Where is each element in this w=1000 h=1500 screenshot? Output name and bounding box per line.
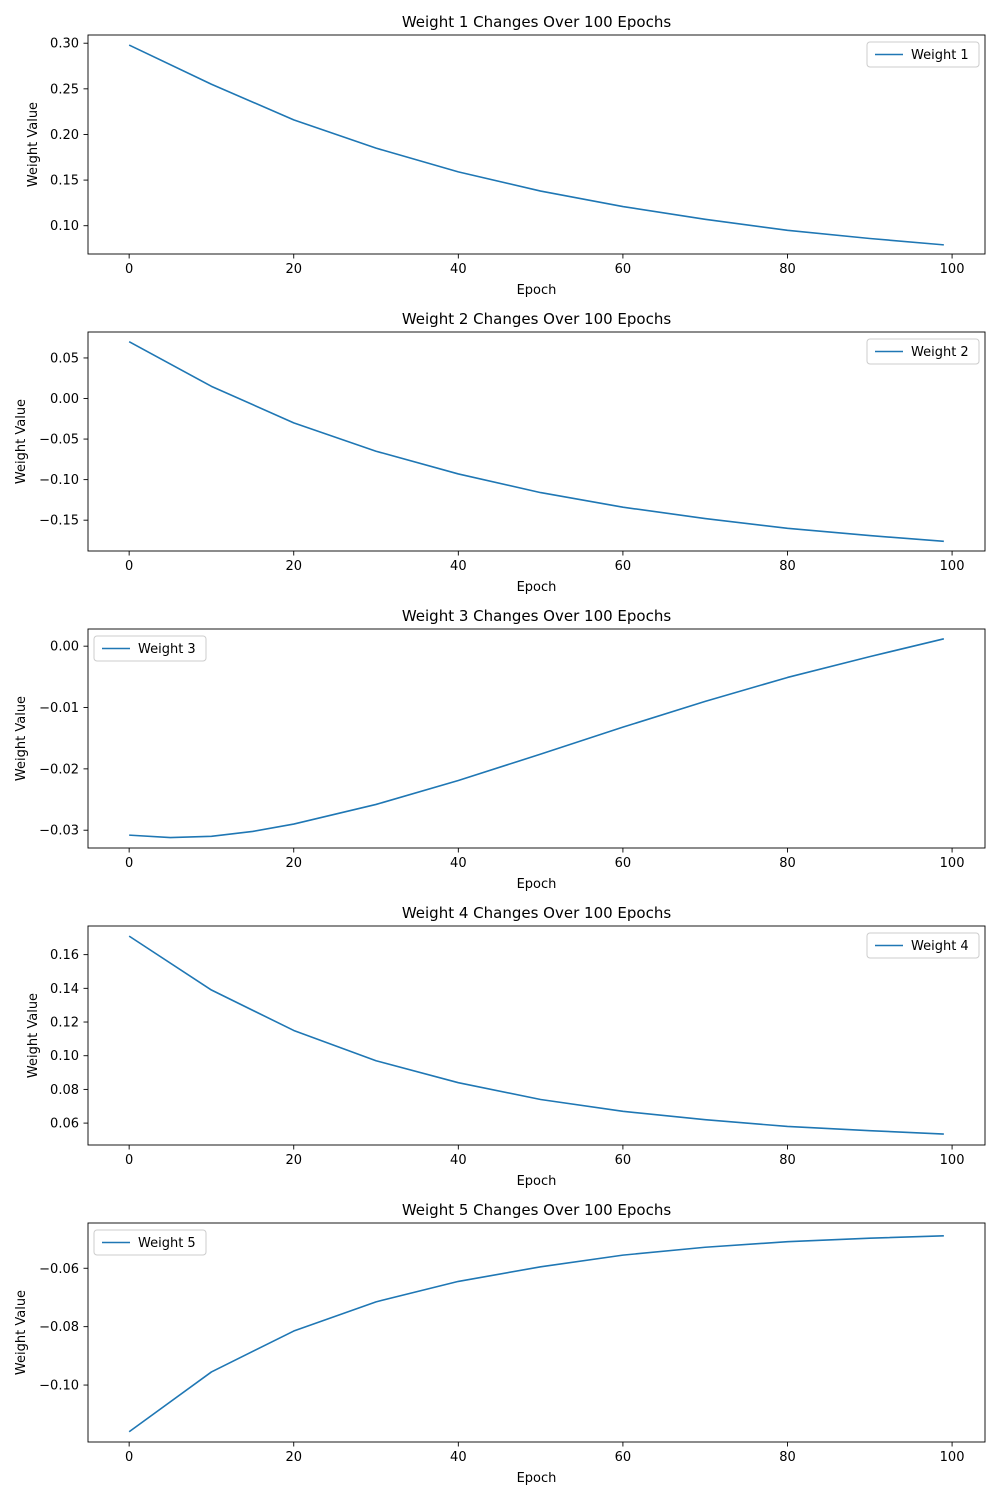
y-tick-label: 0.00 xyxy=(50,392,79,407)
subplot-2: Weight 2 Changes Over 100 Epochs 0 20 40 60 8… xyxy=(14,310,986,595)
y-axis-label: Weight Value xyxy=(26,102,41,187)
x-tick-label: 60 xyxy=(615,1450,632,1465)
x-tick-label: 0 xyxy=(125,559,133,574)
plot-frame xyxy=(87,331,986,552)
y-tick-label: −0.15 xyxy=(39,514,79,529)
x-tick-label: 100 xyxy=(940,1153,965,1168)
series-line-1 xyxy=(128,341,944,543)
legend-box xyxy=(93,1229,207,1256)
legend-label: Weight 5 xyxy=(138,1236,196,1251)
y-tick-label: 0.00 xyxy=(50,640,79,655)
legend: Weight 4 xyxy=(866,932,980,959)
y-axis-label: Weight Value xyxy=(14,399,29,484)
x-tick-label: 40 xyxy=(450,856,467,871)
x-tick-label: 60 xyxy=(615,1153,632,1168)
x-tick-label: 60 xyxy=(615,856,632,871)
y-tick-label: 0.25 xyxy=(50,82,79,97)
y-tick-label: −0.10 xyxy=(39,473,79,488)
x-tick-label: 20 xyxy=(285,1153,302,1168)
y-tick-label: −0.02 xyxy=(39,762,79,777)
series-line-1 xyxy=(128,1235,944,1433)
subplot-1: Weight 1 Changes Over 100 Epochs 0 20 40 60 8… xyxy=(26,13,986,298)
series-line-1 xyxy=(128,44,944,246)
x-tick-label: 100 xyxy=(940,1450,965,1465)
x-tick-label: 100 xyxy=(940,262,965,277)
y-axis-label: Weight Value xyxy=(14,1290,29,1375)
y-tick-label: 0.12 xyxy=(50,1016,79,1031)
y-tick-label: −0.10 xyxy=(39,1379,79,1394)
x-tick-label: 60 xyxy=(615,262,632,277)
x-tick-label: 80 xyxy=(779,1153,796,1168)
x-tick-label: 20 xyxy=(285,1450,302,1465)
y-tick-label: 0.10 xyxy=(50,1049,79,1064)
chart-title: Weight 4 Changes Over 100 Epochs xyxy=(402,904,672,922)
y-tick-label: 0.15 xyxy=(50,174,79,189)
x-tick-label: 0 xyxy=(125,1153,133,1168)
legend: Weight 2 xyxy=(866,338,980,365)
y-tick-label: 0.08 xyxy=(50,1083,79,1098)
legend: Weight 3 xyxy=(93,635,207,662)
subplot-4: Weight 4 Changes Over 100 Epochs 0 20 40 60 8… xyxy=(26,904,986,1189)
y-tick-label: 0.14 xyxy=(50,982,79,997)
legend-label: Weight 2 xyxy=(911,345,969,360)
series-line-1 xyxy=(128,935,944,1135)
x-tick-label: 40 xyxy=(450,559,467,574)
y-tick-label: −0.03 xyxy=(39,824,79,839)
y-tick-label: 0.06 xyxy=(50,1117,79,1132)
x-axis-label: Epoch xyxy=(517,1174,557,1189)
chart-title: Weight 1 Changes Over 100 Epochs xyxy=(402,13,672,31)
y-axis-label: Weight Value xyxy=(14,696,29,781)
y-tick-label: −0.01 xyxy=(39,701,79,716)
x-tick-label: 100 xyxy=(940,856,965,871)
legend: Weight 5 xyxy=(93,1229,207,1256)
subplot-3: Weight 3 Changes Over 100 Epochs 0 20 40 60 8… xyxy=(14,607,986,892)
x-tick-label: 20 xyxy=(285,559,302,574)
x-axis-label: Epoch xyxy=(517,1471,557,1486)
y-axis-label: Weight Value xyxy=(26,993,41,1078)
legend: Weight 1 xyxy=(866,41,980,68)
x-tick-label: 40 xyxy=(450,262,467,277)
x-tick-label: 20 xyxy=(285,262,302,277)
x-tick-label: 20 xyxy=(285,856,302,871)
x-tick-label: 80 xyxy=(779,559,796,574)
plot-frame xyxy=(87,628,986,849)
x-tick-label: 80 xyxy=(779,262,796,277)
x-tick-label: 0 xyxy=(125,856,133,871)
x-tick-label: 80 xyxy=(779,1450,796,1465)
y-tick-label: −0.08 xyxy=(39,1320,79,1335)
legend-box xyxy=(866,338,980,365)
y-tick-label: −0.05 xyxy=(39,433,79,448)
x-tick-label: 60 xyxy=(615,559,632,574)
x-tick-label: 0 xyxy=(125,1450,133,1465)
series-line-1 xyxy=(129,638,945,839)
plot-frame xyxy=(87,1222,986,1443)
y-tick-label: 0.30 xyxy=(50,37,79,52)
y-tick-label: 0.16 xyxy=(50,948,79,963)
legend-label: Weight 3 xyxy=(138,642,196,657)
legend-box xyxy=(93,635,207,662)
x-axis-label: Epoch xyxy=(517,283,557,298)
legend-label: Weight 1 xyxy=(911,48,969,63)
chart-title: Weight 3 Changes Over 100 Epochs xyxy=(402,607,672,625)
x-axis-label: Epoch xyxy=(517,877,557,892)
plot-frame xyxy=(87,925,986,1146)
y-tick-label: 0.10 xyxy=(50,219,79,234)
chart-title: Weight 2 Changes Over 100 Epochs xyxy=(402,310,672,328)
x-axis-label: Epoch xyxy=(517,580,557,595)
chart-title: Weight 5 Changes Over 100 Epochs xyxy=(402,1201,672,1219)
x-tick-label: 80 xyxy=(779,856,796,871)
y-tick-label: 0.20 xyxy=(50,128,79,143)
legend-box xyxy=(866,932,980,959)
x-tick-label: 40 xyxy=(450,1153,467,1168)
x-tick-label: 100 xyxy=(940,559,965,574)
y-tick-label: 0.05 xyxy=(50,351,79,366)
y-tick-label: −0.06 xyxy=(39,1262,79,1277)
legend-label: Weight 4 xyxy=(911,939,969,954)
plot-frame xyxy=(87,34,986,255)
x-tick-label: 40 xyxy=(450,1450,467,1465)
x-tick-label: 0 xyxy=(125,262,133,277)
legend-box xyxy=(866,41,980,68)
subplot-5: Weight 5 Changes Over 100 Epochs 0 20 40 60 8… xyxy=(14,1201,986,1486)
